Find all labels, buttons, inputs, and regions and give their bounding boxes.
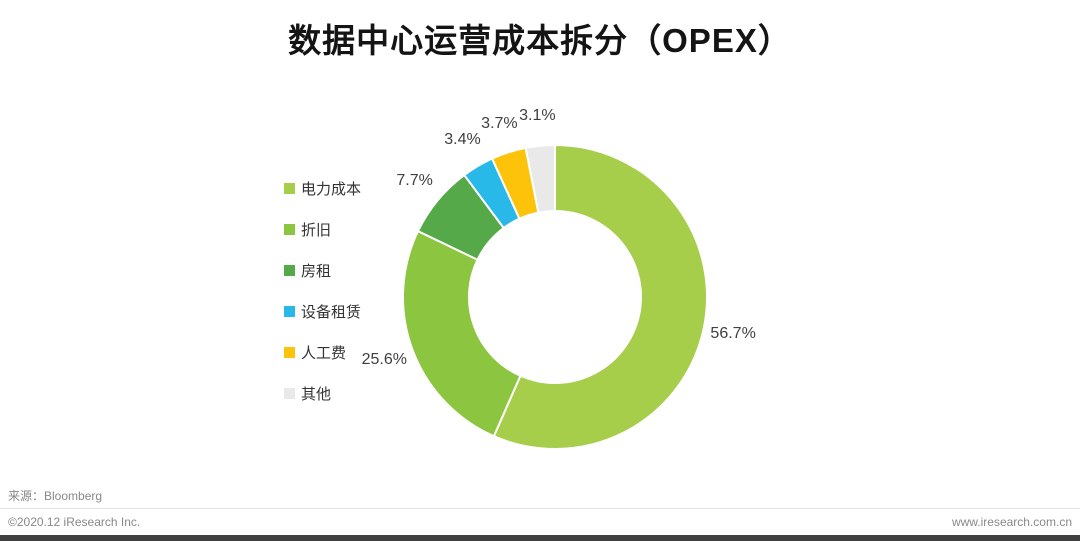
chart-title: 数据中心运营成本拆分（OPEX） <box>288 22 792 59</box>
legend: 电力成本折旧房租设备租赁人工费其他 <box>284 180 362 403</box>
legend-item: 电力成本 <box>284 180 362 198</box>
legend-label: 其他 <box>301 385 332 403</box>
legend-swatch <box>284 387 295 399</box>
legend-swatch <box>284 305 295 317</box>
slice-value-label: 3.4% <box>444 131 481 149</box>
legend-label: 人工费 <box>301 344 347 362</box>
slice-value-label: 7.7% <box>396 172 433 190</box>
copyright-text: ©2020.12 iResearch Inc. <box>8 515 141 529</box>
legend-label: 折旧 <box>301 221 332 239</box>
donut-slice-6 <box>524 143 556 214</box>
donut-chart <box>402 143 708 450</box>
legend-item: 折旧 <box>284 221 361 239</box>
legend-item: 房租 <box>284 262 361 280</box>
source-note: 来源：Bloomberg <box>8 489 103 503</box>
legend-item: 人工费 <box>284 344 361 362</box>
legend-item: 设备租赁 <box>284 303 362 321</box>
donut-slice-2 <box>402 229 522 438</box>
legend-label: 电力成本 <box>301 180 362 198</box>
legend-label: 设备租赁 <box>301 303 362 321</box>
website-link: www.iresearch.com.cn <box>951 515 1072 529</box>
footer-bar <box>0 535 1080 541</box>
legend-swatch <box>284 346 295 358</box>
footer-divider <box>0 508 1080 509</box>
slice-value-label: 56.7% <box>710 325 756 343</box>
slice-value-label: 3.1% <box>519 106 556 124</box>
legend-item: 其他 <box>284 385 361 403</box>
legend-swatch <box>284 182 295 194</box>
slice-value-label: 3.7% <box>481 114 518 132</box>
slice-value-label: 25.6% <box>361 351 407 369</box>
legend-swatch <box>284 264 295 276</box>
legend-label: 房租 <box>301 262 332 280</box>
legend-swatch <box>284 223 295 235</box>
donut-slice-1 <box>492 143 708 450</box>
